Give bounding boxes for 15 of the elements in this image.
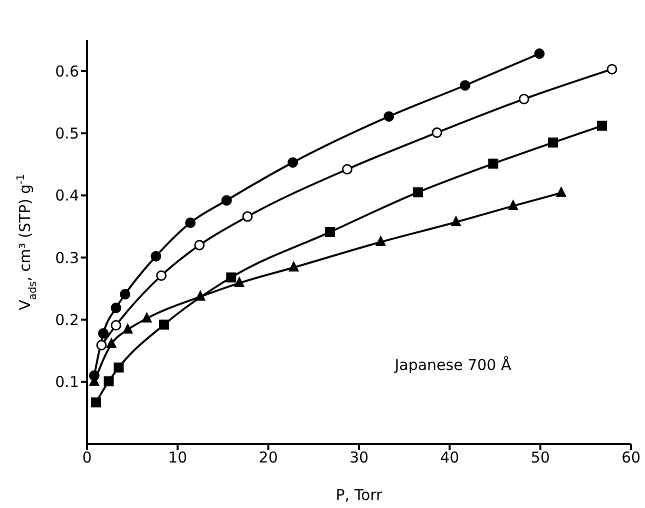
x-tick-label: 50 (530, 448, 550, 467)
x-tick-label: 10 (168, 448, 188, 467)
y-tick-label: 0.2 (55, 311, 79, 330)
y-tick-label: 0.4 (55, 186, 79, 205)
x-tick-label: 30 (349, 448, 369, 467)
x-tick-label: 0 (82, 448, 92, 467)
y-tick-label: 0.1 (55, 373, 79, 392)
y-tick-label: 0.5 (55, 124, 79, 143)
x-tick-label: 40 (440, 448, 460, 467)
x-axis-title: P, Torr (336, 486, 384, 504)
y-tick-label: 0.3 (55, 248, 79, 267)
x-tick-label: 60 (621, 448, 641, 467)
x-tick-label: 20 (258, 448, 278, 467)
y-tick-label: 0.6 (55, 62, 79, 80)
annotation: Japanese 700 Å (394, 356, 512, 374)
